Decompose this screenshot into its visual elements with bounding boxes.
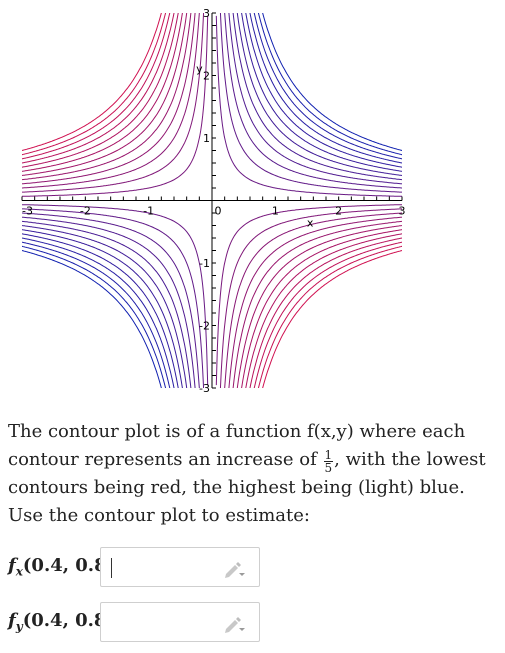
contour-line: [22, 13, 192, 181]
contour-line: [22, 15, 209, 197]
contour-line: [236, 13, 402, 176]
contour-line: [22, 13, 196, 185]
contour-line: [215, 15, 402, 197]
contour-line: [22, 13, 179, 168]
contour-line: [22, 220, 192, 388]
contour-line: [253, 241, 402, 388]
fx-answer-field[interactable]: [100, 547, 260, 587]
axes: -3 -2 -1 0 1 2 3 3 2 1 -1 -2 -3 x y: [21, 8, 406, 393]
contour-line: [22, 204, 209, 386]
fraction-denominator: 5: [324, 461, 333, 475]
contour-line: [224, 212, 402, 388]
contour-line: [245, 233, 402, 388]
contour-line: [22, 216, 196, 388]
question-fy: fy(0.4, 0.8): [8, 602, 260, 642]
contour-line: [241, 229, 402, 388]
problem-text-part2: , with the lowest contours being red, th…: [8, 449, 486, 526]
contour-lines: [22, 13, 402, 388]
contour-line: [22, 13, 200, 189]
contour-line: [236, 225, 402, 388]
contour-line: [241, 13, 402, 172]
fy-answer-field[interactable]: [100, 602, 260, 642]
contour-line: [219, 208, 402, 388]
y-tick-label: 1: [203, 132, 210, 145]
contour-line: [22, 13, 183, 172]
text-cursor: [111, 558, 112, 578]
contour-line: [257, 245, 402, 388]
contour-line: [22, 229, 183, 388]
x-tick-label: -1: [143, 205, 154, 218]
contour-line: [262, 249, 402, 388]
contour-line: [22, 233, 179, 388]
contour-line: [228, 216, 402, 388]
contour-line: [215, 204, 402, 386]
contour-line: [22, 13, 205, 193]
contour-line: [22, 249, 162, 388]
contour-line: [22, 225, 188, 388]
fx-answer-input[interactable]: [107, 554, 221, 582]
contour-line: [257, 13, 402, 156]
contour-line: [232, 13, 402, 181]
fx-label: fx(0.4, 0.8): [8, 555, 116, 579]
y-tick-label: 2: [203, 70, 210, 83]
contour-line: [249, 13, 402, 164]
contour-line: [22, 237, 175, 388]
pencil-icon[interactable]: [223, 615, 245, 633]
y-axis-label: y: [196, 62, 203, 75]
contour-line: [245, 13, 402, 168]
x-tick-label: 0: [215, 205, 222, 218]
contour-line: [22, 241, 171, 388]
problem-text-part1: The contour plot is of a function f(x,y)…: [8, 421, 466, 470]
problem-description: The contour plot is of a function f(x,y)…: [8, 418, 500, 530]
contour-line: [22, 13, 188, 176]
x-tick-label: 1: [272, 205, 279, 218]
contour-line: [249, 237, 402, 388]
y-tick-label: -2: [199, 320, 210, 333]
pencil-icon[interactable]: [223, 560, 245, 578]
contour-line: [253, 13, 402, 160]
contour-line: [262, 13, 402, 152]
x-tick-label: -2: [80, 205, 91, 218]
x-axis-label: x: [307, 217, 314, 230]
contour-line: [22, 245, 167, 388]
x-tick-label: 2: [335, 205, 342, 218]
contour-line: [219, 13, 402, 193]
question-fx: fx(0.4, 0.8): [8, 547, 260, 587]
x-tick-label: -3: [22, 205, 33, 218]
y-tick-label: -1: [199, 257, 210, 270]
fy-answer-input[interactable]: [107, 609, 221, 637]
contour-line: [22, 208, 205, 388]
fy-label: fy(0.4, 0.8): [8, 610, 115, 634]
contour-line: [22, 13, 175, 164]
contour-line: [22, 13, 171, 160]
contour-line: [228, 13, 402, 185]
contour-plot: -3 -2 -1 0 1 2 3 3 2 1 -1 -2 -3 x y: [21, 8, 406, 393]
x-tick-label: 3: [399, 205, 406, 218]
contour-line: [22, 13, 162, 152]
contour-line: [232, 220, 402, 388]
fraction-numerator: 1: [323, 448, 334, 462]
contour-line: [22, 212, 200, 388]
contour-line: [22, 13, 167, 156]
y-tick-label: -3: [199, 382, 210, 393]
contour-line: [224, 13, 402, 189]
y-tick-label: 3: [203, 8, 210, 20]
